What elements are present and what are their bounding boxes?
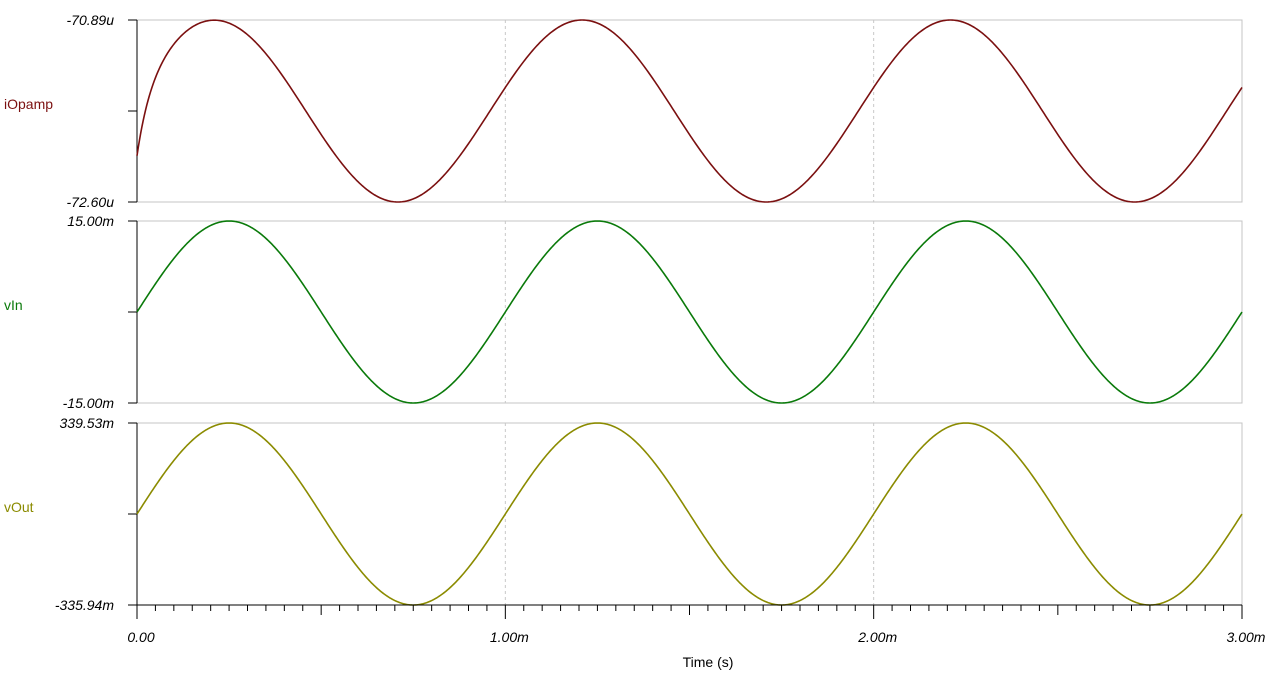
x-tick-label: 1.00m bbox=[490, 629, 529, 645]
series-line-vOut bbox=[136, 422, 1243, 606]
y-min-label: -15.00m bbox=[63, 395, 115, 411]
y-max-label: 15.00m bbox=[67, 213, 114, 229]
y-min-label: -72.60u bbox=[67, 194, 115, 210]
series-name: vIn bbox=[4, 297, 23, 313]
x-tick-label: 3.00m bbox=[1227, 629, 1266, 645]
series-line-iOpamp bbox=[136, 19, 1243, 203]
series-line-vIn bbox=[136, 220, 1243, 404]
y-max-label: 339.53m bbox=[60, 415, 115, 431]
panel-frame bbox=[136, 19, 1243, 203]
y-min-label: -335.94m bbox=[55, 597, 114, 613]
x-axis-title: Time (s) bbox=[683, 654, 734, 670]
panel-iOpamp: -70.89u -72.60u iOpamp bbox=[4, 12, 1243, 210]
panel-vOut: 339.53m -335.94m vOut bbox=[4, 415, 1243, 613]
y-max-label: -70.89u bbox=[67, 12, 115, 28]
series-name: vOut bbox=[4, 499, 34, 515]
panel-vIn: 15.00m -15.00m vIn bbox=[4, 213, 1243, 411]
x-tick-label: 2.00m bbox=[857, 629, 897, 645]
x-tick-label: 0.00 bbox=[127, 629, 154, 645]
series-name: iOpamp bbox=[4, 96, 53, 112]
x-axis: Time (s) 0.00 1.00m 2.00m 3.00m bbox=[127, 604, 1266, 670]
